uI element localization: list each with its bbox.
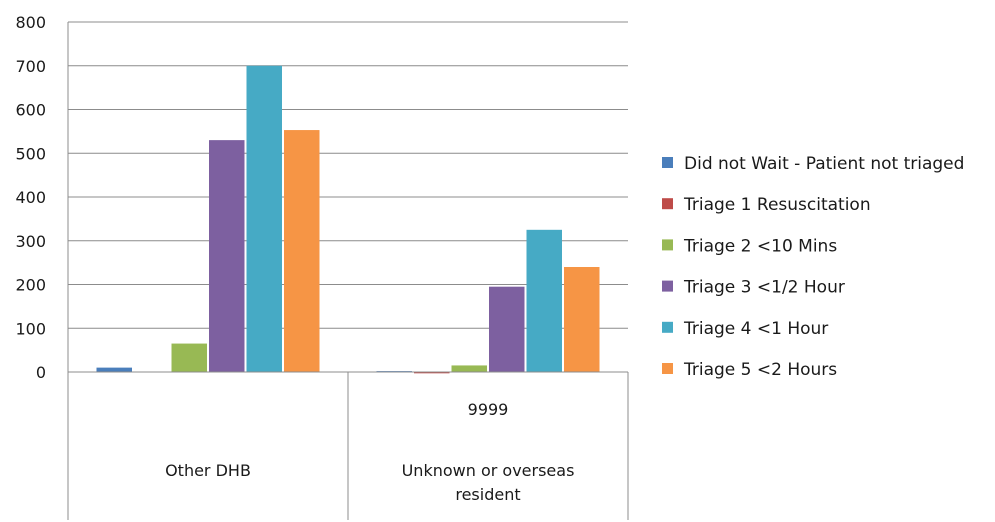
category-label: Unknown or overseas: [402, 461, 575, 480]
bar: [451, 365, 487, 372]
bar: [96, 367, 132, 372]
y-tick-label: 800: [15, 13, 46, 32]
bar: [526, 229, 562, 372]
legend-item: Triage 5 <2 Hours: [662, 360, 837, 380]
bar: [209, 140, 245, 372]
legend-item: Triage 2 <10 Mins: [662, 236, 837, 256]
axes: [67, 22, 629, 520]
y-tick-label: 700: [15, 57, 46, 76]
legend-item: Did not Wait - Patient not triaged: [662, 154, 964, 174]
category-sublabel: 9999: [468, 400, 509, 419]
legend-swatch: [662, 321, 673, 333]
bar: [564, 267, 600, 372]
legend-label: Triage 2 <10 Mins: [683, 236, 837, 256]
legend-item: Triage 1 Resuscitation: [662, 195, 871, 215]
legend-item: Triage 3 <1/2 Hour: [662, 278, 845, 298]
x-axis-labels: Other DHB 9999 Unknown or overseas resident: [165, 400, 574, 504]
legend: Did not Wait - Patient not triaged Triage…: [662, 154, 964, 380]
bar: [489, 286, 525, 372]
bar: [414, 372, 450, 374]
y-tick-label: 600: [15, 101, 46, 120]
legend-label: Triage 3 <1/2 Hour: [683, 278, 845, 298]
legend-label: Triage 5 <2 Hours: [683, 360, 837, 380]
bar: [284, 130, 320, 372]
bar: [171, 343, 207, 372]
legend-swatch: [662, 239, 673, 251]
y-tick-label: 500: [15, 144, 46, 163]
legend-swatch: [662, 280, 673, 292]
legend-swatch: [662, 198, 673, 210]
bars: [96, 65, 600, 374]
gridlines: [68, 21, 628, 329]
legend-swatch: [662, 157, 673, 168]
y-axis-ticks: 0 100 200 300 400 500 600 700 800: [15, 13, 46, 382]
legend-label: Did not Wait - Patient not triaged: [684, 154, 964, 174]
y-tick-label: 400: [15, 188, 46, 207]
y-tick-label: 100: [15, 319, 46, 338]
legend-swatch: [662, 363, 673, 374]
category-label: Other DHB: [165, 461, 251, 480]
category-label: resident: [455, 485, 520, 504]
y-tick-label: 0: [36, 363, 46, 382]
legend-label: Triage 1 Resuscitation: [683, 195, 871, 215]
legend-label: Triage 4 <1 Hour: [683, 319, 828, 339]
y-tick-label: 300: [15, 232, 46, 251]
legend-item: Triage 4 <1 Hour: [662, 319, 828, 339]
bar: [246, 65, 282, 372]
y-tick-label: 200: [15, 276, 46, 295]
